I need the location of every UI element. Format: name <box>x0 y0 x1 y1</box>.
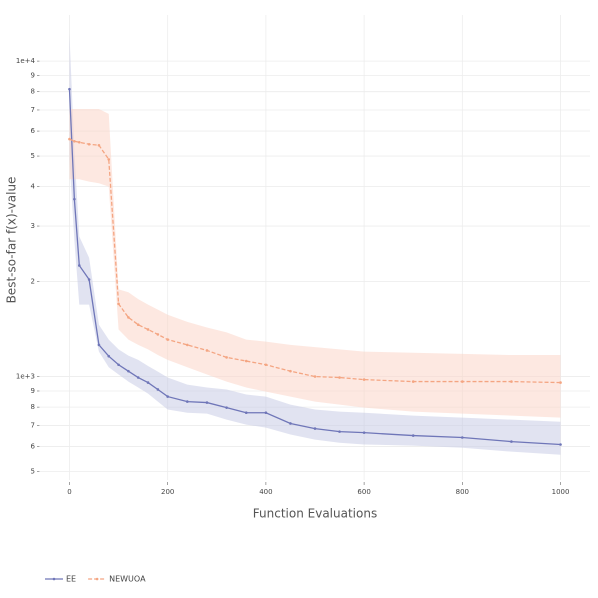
point <box>117 363 120 367</box>
point <box>73 197 76 201</box>
point <box>186 400 189 403</box>
y-tick-label: 9 <box>31 72 35 80</box>
point <box>205 401 209 404</box>
point <box>225 406 228 409</box>
point <box>146 381 150 384</box>
y-tick-label: 4 <box>31 183 36 191</box>
point <box>186 343 189 347</box>
point <box>313 427 317 430</box>
point <box>146 328 150 331</box>
x-tick-label: 400 <box>259 488 272 496</box>
point <box>97 343 101 347</box>
point <box>136 323 140 327</box>
y-tick-label: 7 <box>31 106 35 114</box>
point <box>264 363 268 367</box>
point <box>136 376 140 379</box>
point <box>68 87 71 91</box>
point <box>127 369 130 373</box>
y-tick-label: 2 <box>31 278 35 286</box>
legend-label: NEWUOA <box>109 575 146 584</box>
y-tick-label: 3 <box>31 222 35 230</box>
point <box>510 380 513 383</box>
point <box>411 434 415 437</box>
point <box>461 380 464 383</box>
y-tick-label: 5 <box>31 152 35 160</box>
legend-label: EE <box>66 575 76 584</box>
point <box>87 142 91 146</box>
point <box>87 278 91 281</box>
point <box>411 380 415 383</box>
point <box>117 302 120 306</box>
y-tick-label: 8 <box>31 403 35 411</box>
point <box>313 375 317 378</box>
point <box>97 143 101 147</box>
point <box>107 158 111 161</box>
x-tick-label: 200 <box>161 488 174 496</box>
point <box>559 443 562 446</box>
point <box>559 381 562 384</box>
confidence-band <box>69 108 561 418</box>
x-tick-label: 0 <box>67 488 71 496</box>
y-tick-label: 7 <box>31 421 35 429</box>
point <box>338 376 341 379</box>
point <box>338 430 341 433</box>
point <box>289 369 292 373</box>
point <box>225 356 228 359</box>
point <box>362 431 366 434</box>
point <box>77 264 81 267</box>
point <box>244 359 248 363</box>
point <box>461 436 464 439</box>
y-tick-label: 6 <box>31 127 36 135</box>
x-tick-label: 600 <box>357 488 370 496</box>
y-tick-label: 9 <box>31 387 35 395</box>
point <box>510 440 513 443</box>
point <box>73 139 76 143</box>
point <box>127 316 130 319</box>
x-tick-label: 1000 <box>552 488 570 496</box>
point <box>362 378 366 381</box>
y-tick-label: 8 <box>31 88 35 96</box>
legend-marker <box>52 577 56 581</box>
y-tick-label: 5 <box>31 468 35 476</box>
x-axis-label: Function Evaluations <box>253 507 377 521</box>
y-tick-label: 1e+3 <box>16 373 35 381</box>
point <box>264 411 268 415</box>
point <box>166 338 169 341</box>
point <box>205 349 209 352</box>
point <box>244 411 248 415</box>
legend-marker <box>95 577 99 581</box>
point <box>156 388 160 391</box>
point <box>166 395 169 398</box>
y-axis-label: Best-so-far f(x)-value <box>5 177 19 304</box>
point <box>156 333 160 336</box>
y-tick-label: 6 <box>31 443 36 451</box>
point <box>68 137 71 141</box>
point <box>77 140 81 144</box>
x-tick-label: 800 <box>456 488 469 496</box>
y-tick-label: 1e+4 <box>16 57 36 65</box>
point <box>289 422 292 425</box>
point <box>107 354 111 358</box>
